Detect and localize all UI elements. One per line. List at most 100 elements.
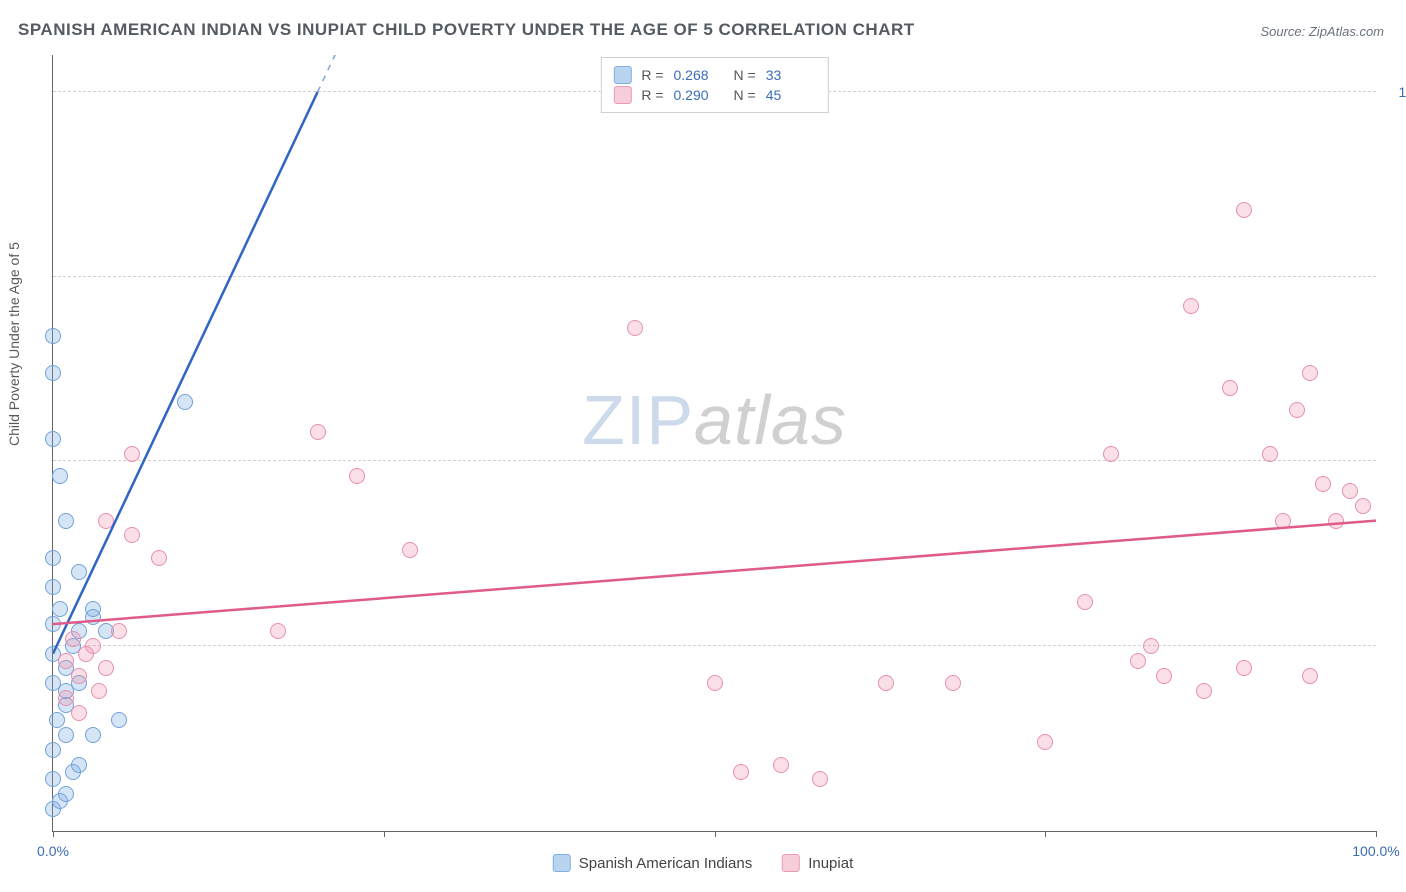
legend-label-series1: Spanish American Indians bbox=[579, 855, 752, 872]
y-tick-label: 75.0% bbox=[1386, 269, 1406, 285]
data-point bbox=[45, 742, 61, 758]
data-point bbox=[1328, 513, 1344, 529]
data-point bbox=[71, 757, 87, 773]
data-point bbox=[402, 542, 418, 558]
x-tick-mark bbox=[1376, 831, 1377, 837]
swatch-series2 bbox=[613, 86, 631, 104]
data-point bbox=[1196, 683, 1212, 699]
x-tick-mark bbox=[715, 831, 716, 837]
x-tick-mark bbox=[384, 831, 385, 837]
data-point bbox=[71, 668, 87, 684]
data-point bbox=[1342, 483, 1358, 499]
y-axis-label: Child Poverty Under the Age of 5 bbox=[6, 242, 22, 446]
n-label: N = bbox=[734, 67, 756, 83]
n-value-series2: 45 bbox=[766, 87, 816, 103]
data-point bbox=[627, 320, 643, 336]
chart-plot-area: ZIPatlas R = 0.268 N = 33 R = 0.290 N = … bbox=[52, 55, 1376, 832]
n-label: N = bbox=[734, 87, 756, 103]
data-point bbox=[878, 675, 894, 691]
data-point bbox=[151, 550, 167, 566]
stats-row-series1: R = 0.268 N = 33 bbox=[613, 66, 815, 84]
data-point bbox=[1183, 298, 1199, 314]
x-tick-mark bbox=[1045, 831, 1046, 837]
chart-title: SPANISH AMERICAN INDIAN VS INUPIAT CHILD… bbox=[18, 20, 915, 40]
series-legend: Spanish American Indians Inupiat bbox=[553, 854, 853, 872]
data-point bbox=[52, 601, 68, 617]
gridline-horizontal bbox=[53, 276, 1376, 277]
x-tick-label: 100.0% bbox=[1352, 843, 1399, 859]
data-point bbox=[1262, 446, 1278, 462]
data-point bbox=[812, 771, 828, 787]
data-point bbox=[85, 601, 101, 617]
data-point bbox=[349, 468, 365, 484]
gridline-horizontal bbox=[53, 645, 1376, 646]
trend-line-dashed bbox=[318, 55, 488, 92]
data-point bbox=[707, 675, 723, 691]
data-point bbox=[65, 631, 81, 647]
data-point bbox=[1302, 668, 1318, 684]
data-point bbox=[177, 394, 193, 410]
y-tick-label: 100.0% bbox=[1386, 84, 1406, 100]
legend-label-series2: Inupiat bbox=[808, 855, 853, 872]
trend-lines-layer bbox=[53, 55, 1376, 831]
data-point bbox=[1315, 476, 1331, 492]
legend-item-series2: Inupiat bbox=[782, 854, 853, 872]
data-point bbox=[1103, 446, 1119, 462]
legend-item-series1: Spanish American Indians bbox=[553, 854, 752, 872]
data-point bbox=[45, 579, 61, 595]
swatch-series1 bbox=[613, 66, 631, 84]
r-label: R = bbox=[641, 87, 663, 103]
data-point bbox=[45, 365, 61, 381]
data-point bbox=[98, 660, 114, 676]
stats-row-series2: R = 0.290 N = 45 bbox=[613, 86, 815, 104]
r-label: R = bbox=[641, 67, 663, 83]
y-tick-label: 50.0% bbox=[1386, 453, 1406, 469]
data-point bbox=[1236, 660, 1252, 676]
watermark-zip: ZIP bbox=[582, 381, 694, 459]
data-point bbox=[111, 623, 127, 639]
data-point bbox=[45, 771, 61, 787]
gridline-horizontal bbox=[53, 460, 1376, 461]
data-point bbox=[71, 564, 87, 580]
data-point bbox=[1236, 202, 1252, 218]
data-point bbox=[45, 431, 61, 447]
r-value-series2: 0.290 bbox=[674, 87, 724, 103]
data-point bbox=[1156, 668, 1172, 684]
data-point bbox=[58, 690, 74, 706]
data-point bbox=[1275, 513, 1291, 529]
data-point bbox=[45, 550, 61, 566]
data-point bbox=[58, 653, 74, 669]
data-point bbox=[310, 424, 326, 440]
data-point bbox=[1222, 380, 1238, 396]
data-point bbox=[71, 705, 87, 721]
data-point bbox=[270, 623, 286, 639]
source-attribution: Source: ZipAtlas.com bbox=[1260, 24, 1384, 39]
trend-line bbox=[53, 92, 318, 654]
data-point bbox=[1289, 402, 1305, 418]
y-tick-label: 25.0% bbox=[1386, 638, 1406, 654]
data-point bbox=[85, 638, 101, 654]
data-point bbox=[773, 757, 789, 773]
data-point bbox=[124, 446, 140, 462]
data-point bbox=[1355, 498, 1371, 514]
data-point bbox=[124, 527, 140, 543]
data-point bbox=[52, 468, 68, 484]
data-point bbox=[1143, 638, 1159, 654]
data-point bbox=[1302, 365, 1318, 381]
x-tick-mark bbox=[53, 831, 54, 837]
data-point bbox=[58, 513, 74, 529]
watermark-atlas: atlas bbox=[694, 381, 847, 459]
n-value-series1: 33 bbox=[766, 67, 816, 83]
data-point bbox=[1037, 734, 1053, 750]
watermark: ZIPatlas bbox=[582, 380, 847, 460]
data-point bbox=[45, 616, 61, 632]
data-point bbox=[85, 727, 101, 743]
data-point bbox=[945, 675, 961, 691]
legend-swatch-series1 bbox=[553, 854, 571, 872]
data-point bbox=[58, 786, 74, 802]
data-point bbox=[58, 727, 74, 743]
stats-legend: R = 0.268 N = 33 R = 0.290 N = 45 bbox=[600, 57, 828, 113]
data-point bbox=[98, 513, 114, 529]
data-point bbox=[91, 683, 107, 699]
data-point bbox=[45, 328, 61, 344]
